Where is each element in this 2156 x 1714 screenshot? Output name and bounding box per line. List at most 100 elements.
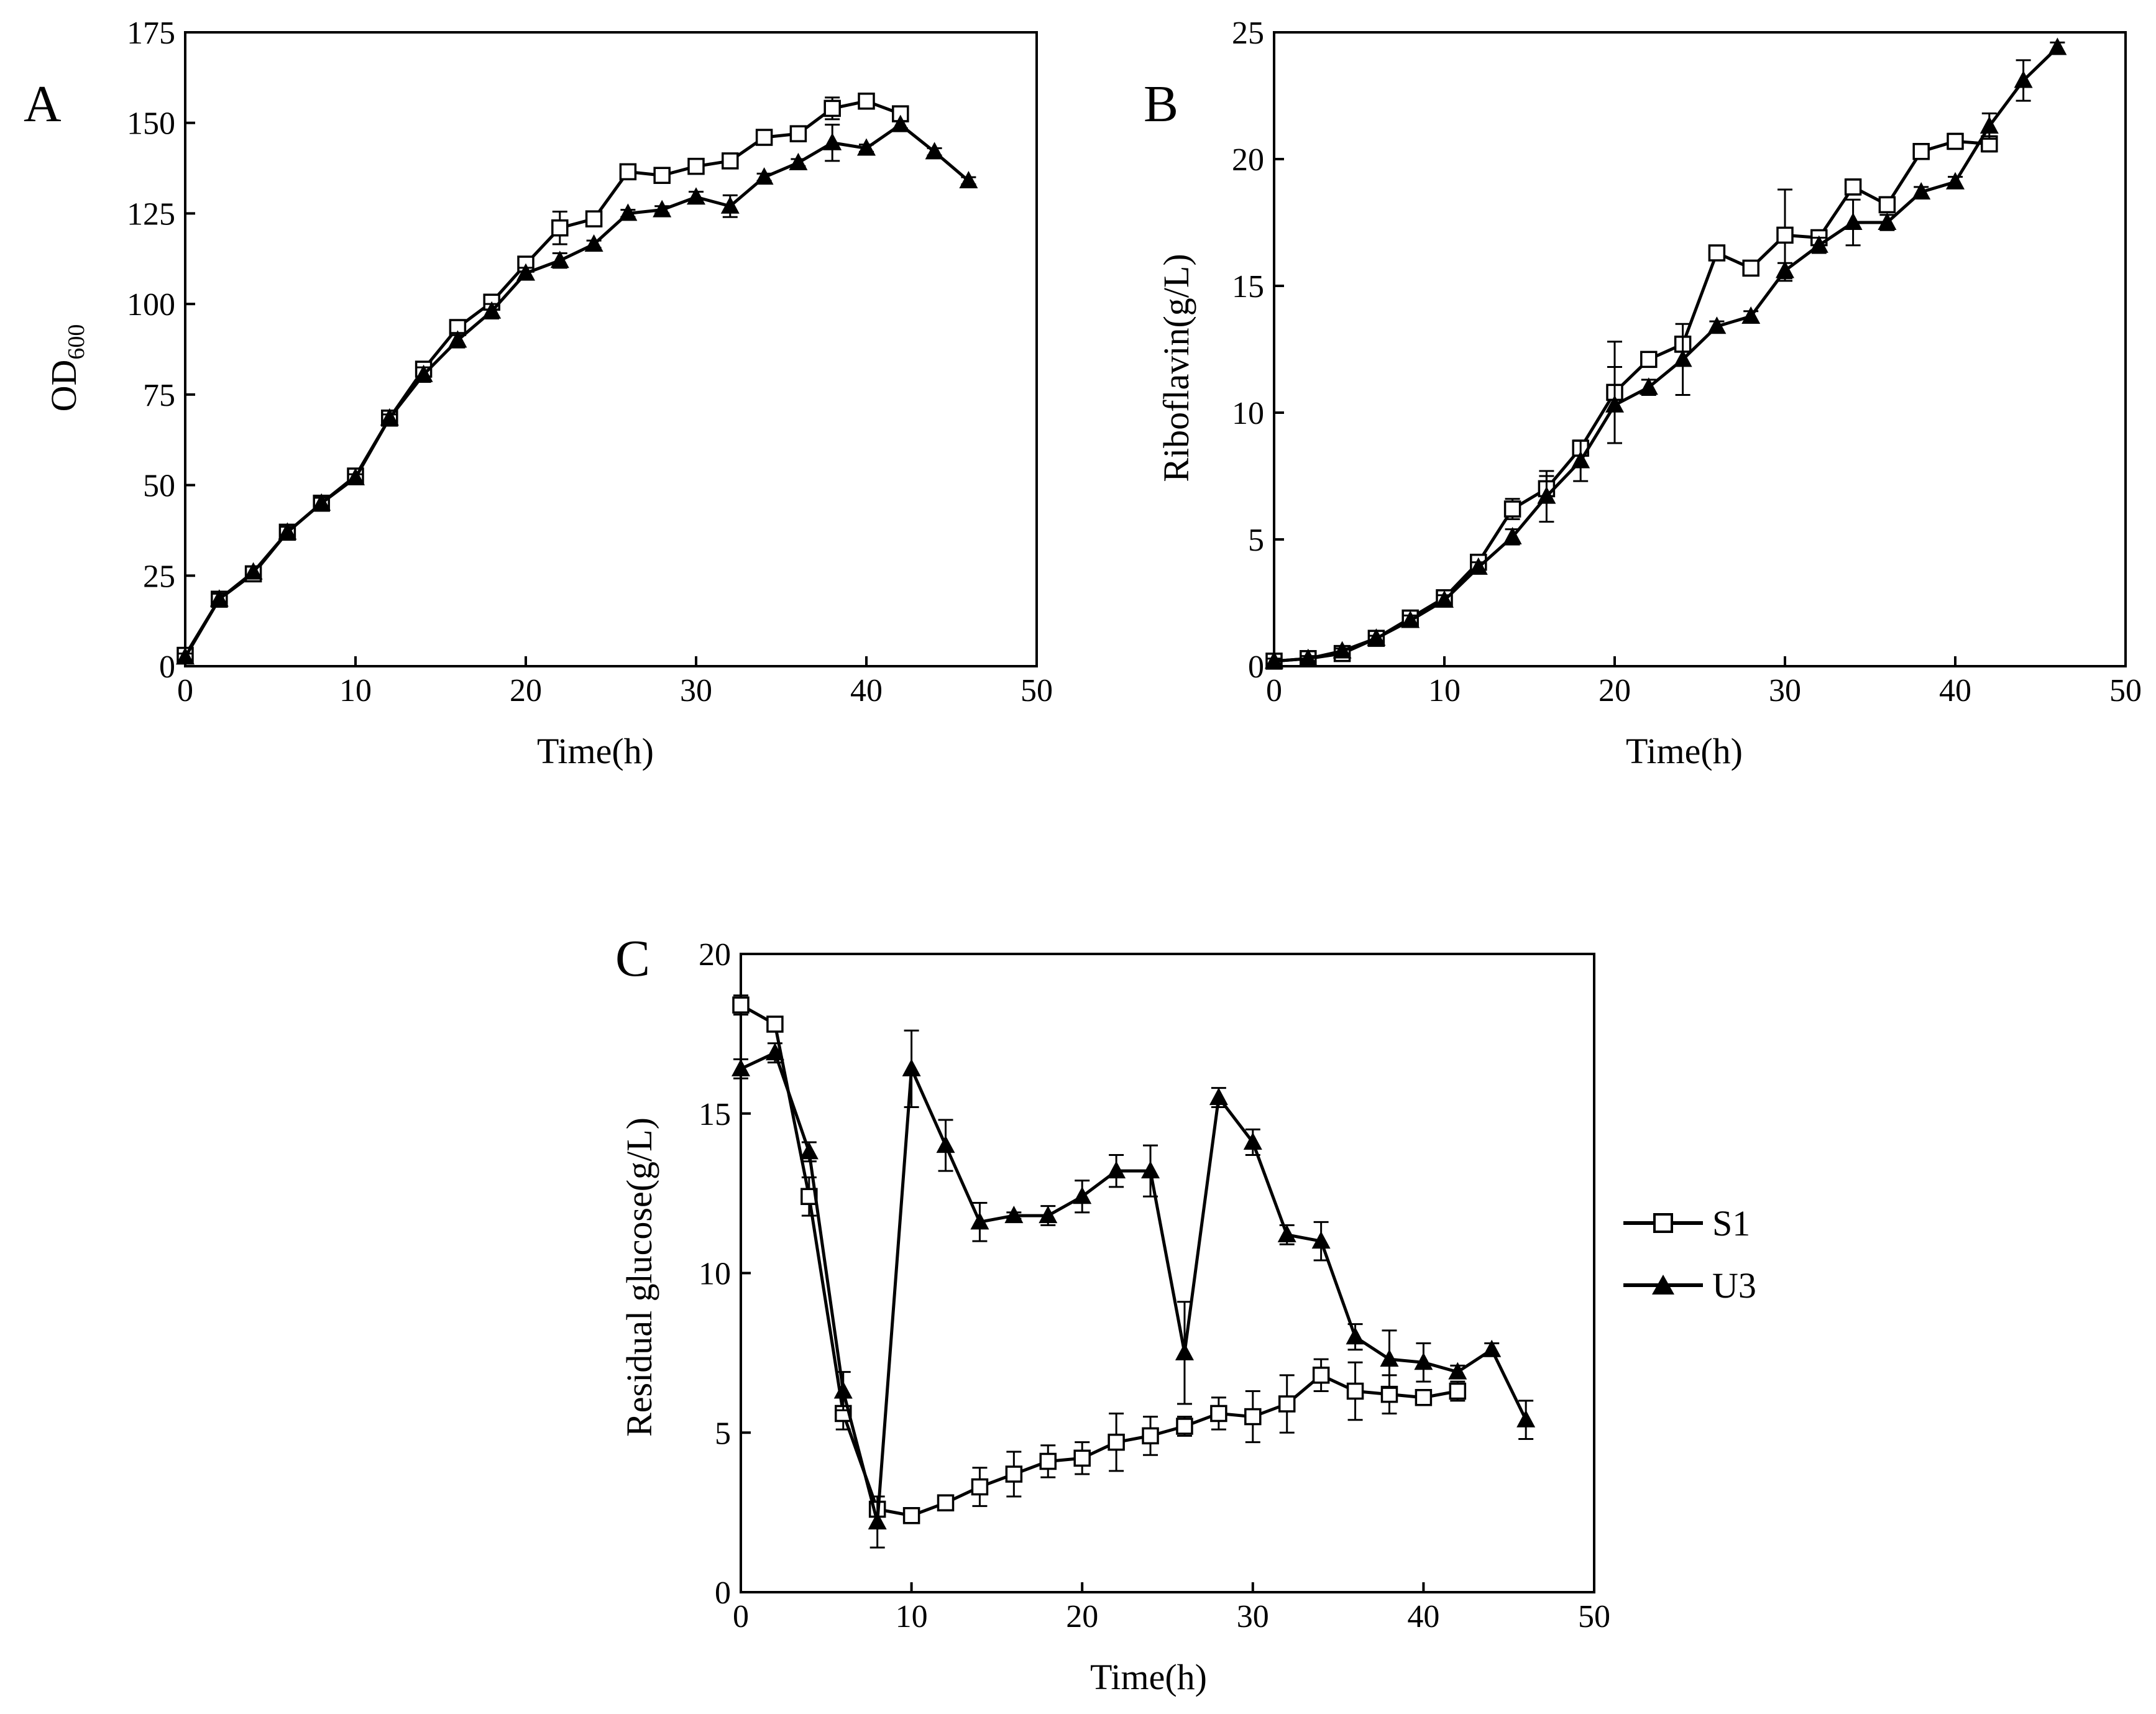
- panel-a-y-tick-label: 125: [127, 196, 175, 232]
- panel-a-series-u3-point: [414, 364, 433, 382]
- panel-c-series-s1-point: [1108, 1433, 1125, 1451]
- panel-a-x-tick-label: 0: [177, 673, 193, 708]
- panel-a-series-u3-point: [720, 196, 740, 214]
- legend-s1-label: S1: [1712, 1203, 1750, 1244]
- panel-a-x-tick-label: 20: [510, 673, 542, 708]
- panel-b-label: B: [1144, 75, 1178, 133]
- panel-a-series-u3-point: [209, 589, 229, 607]
- panel-a-series-u3-point: [857, 138, 876, 156]
- panel-a: A Time(h) OD600 0 10 20 30 40 50 0 25 50 75 100 125…: [24, 16, 1053, 771]
- panel-b-y-tick-label: 0: [1248, 649, 1264, 685]
- panel-c-series-s1-point: [1312, 1367, 1330, 1384]
- panel-c-series-u3-point: [1107, 1161, 1126, 1179]
- panel-c-series-u3-point: [1004, 1206, 1024, 1224]
- panel-c-series-u3-point: [936, 1135, 955, 1153]
- panel-a-y-tick-label: 25: [143, 559, 175, 594]
- panel-c-y-tick-label: 20: [699, 937, 731, 973]
- panel-b-series-u3-point: [1946, 172, 1965, 190]
- panel-a-series-s1-point: [755, 129, 773, 146]
- panel-b-series-u3-point: [1367, 628, 1386, 646]
- panel-c-series-s1-point: [1210, 1405, 1227, 1423]
- panel-a-series-u3: [176, 114, 978, 665]
- panel-c-series-u3-point: [1209, 1088, 1228, 1106]
- panel-b-series-u3-point: [1605, 395, 1624, 413]
- panel-a-series-s1-point: [722, 152, 739, 170]
- panel-c-series-u3-point: [1482, 1339, 1502, 1357]
- panel-c-series-s1-point: [902, 1507, 920, 1524]
- panel-a-series-s1-point: [653, 167, 671, 184]
- panel-c-series-u3-point: [1448, 1362, 1467, 1380]
- panel-b-series-u3-point: [1639, 377, 1658, 395]
- panel-b-series-u3-point: [1265, 651, 1283, 669]
- panel-b-series-s1-point: [1844, 178, 1862, 196]
- panel-a-y-tick-label: 100: [127, 287, 175, 323]
- panel-a-series-u3-point: [176, 647, 195, 665]
- panel-c-x-axis-title: Time(h): [1090, 1657, 1207, 1697]
- panel-a-series-u3-point: [516, 263, 535, 281]
- panel-c-series-s1-point: [1380, 1385, 1398, 1403]
- panel-b-series-u3-point: [1435, 590, 1454, 608]
- panel-b-series-s1-point: [1640, 351, 1658, 369]
- legend-item-u3: U3: [1623, 1265, 1756, 1306]
- panel-c-series-u3: [732, 1029, 1536, 1549]
- panel-b-series-s1-point: [1947, 132, 1964, 150]
- panel-c-x-tick-label: 20: [1066, 1599, 1098, 1634]
- legend-item-s1: S1: [1623, 1203, 1750, 1244]
- panel-a-y-tick-label: 175: [127, 16, 175, 51]
- panel-c-series-s1-point: [1346, 1382, 1364, 1400]
- panel-c-y-axis-title: Residual glucose(g/L): [619, 1117, 659, 1437]
- panel-c-x-tick-label: 0: [733, 1599, 749, 1634]
- panel-c-x-tick-label: 10: [896, 1599, 928, 1634]
- panel-a-series-u3-point: [653, 199, 672, 218]
- panel-b-series-u3-point: [1809, 235, 1828, 253]
- panel-a-series-u3-point: [755, 167, 774, 185]
- panel-b-series-u3-point: [1707, 316, 1727, 334]
- panel-c-series-s1-point: [1244, 1408, 1262, 1426]
- legend: S1 U3: [1623, 1203, 1756, 1306]
- panel-c-x-tick-label: 40: [1407, 1599, 1439, 1634]
- panel-a-x-axis-title: Time(h): [537, 731, 654, 771]
- panel-b-x-tick-label: 20: [1599, 673, 1631, 708]
- panel-c-series-s1-point: [1142, 1427, 1159, 1445]
- panel-a-series-u3-point: [312, 493, 331, 511]
- panel-a-series-u3-point: [618, 203, 638, 221]
- panel-c-series-u3-point: [970, 1212, 989, 1230]
- panel-a-x-tick-label: 40: [850, 673, 883, 708]
- panel-c-series-u3-point: [732, 1058, 750, 1076]
- panel-c-series-s1-point: [971, 1478, 989, 1496]
- panel-c-series-s1-point: [1039, 1452, 1057, 1470]
- panel-c-series-s1-point: [1278, 1395, 1296, 1413]
- panel-c-series-u3-point: [1039, 1206, 1058, 1224]
- panel-c-y-tick-label: 10: [699, 1257, 731, 1292]
- panel-b-x-tick-label: 50: [2109, 673, 2142, 708]
- panel-a-y-axis-title: OD600: [44, 324, 89, 412]
- panel-a-label: A: [24, 75, 62, 133]
- panel-c-series-u3-point: [1243, 1132, 1262, 1150]
- panel-a-series-u3-point: [891, 114, 910, 132]
- panel-a-x-tick-label: 10: [339, 673, 372, 708]
- panel-b-series-u3-point: [1979, 116, 1999, 134]
- panel-a-series-u3-point: [482, 301, 502, 319]
- panel-c-series-s1-point: [732, 996, 750, 1014]
- panel-a-series-u3-point: [244, 562, 263, 580]
- panel-b-x-axis-title: Time(h): [1626, 731, 1743, 771]
- panel-c-label: C: [615, 930, 650, 988]
- panel-b-x-tick-label: 0: [1266, 673, 1282, 708]
- panel-b-series-u3-point: [2048, 37, 2067, 55]
- panel-c-series-u3-point: [833, 1381, 853, 1399]
- panel-b-series-u3-point: [1571, 451, 1590, 469]
- panel-a-series-u3-point: [925, 142, 944, 160]
- panel-b-series-u3-point: [1469, 557, 1488, 575]
- panel-c-series-u3-point: [1141, 1161, 1160, 1179]
- panel-b-series-u3-point: [1537, 486, 1556, 504]
- panel-a-series-s1-point: [619, 163, 637, 181]
- panel-c-x-tick-label: 50: [1578, 1599, 1610, 1634]
- panel-b-series-u3-point: [1401, 610, 1420, 628]
- panel-a-series-s1-point: [585, 210, 603, 227]
- panel-a-series-s1-point: [858, 92, 875, 110]
- panel-a-series-s1-point: [789, 125, 807, 142]
- panel-a-plot-frame: [184, 31, 1038, 667]
- panel-c-series-u3-point: [1175, 1342, 1194, 1360]
